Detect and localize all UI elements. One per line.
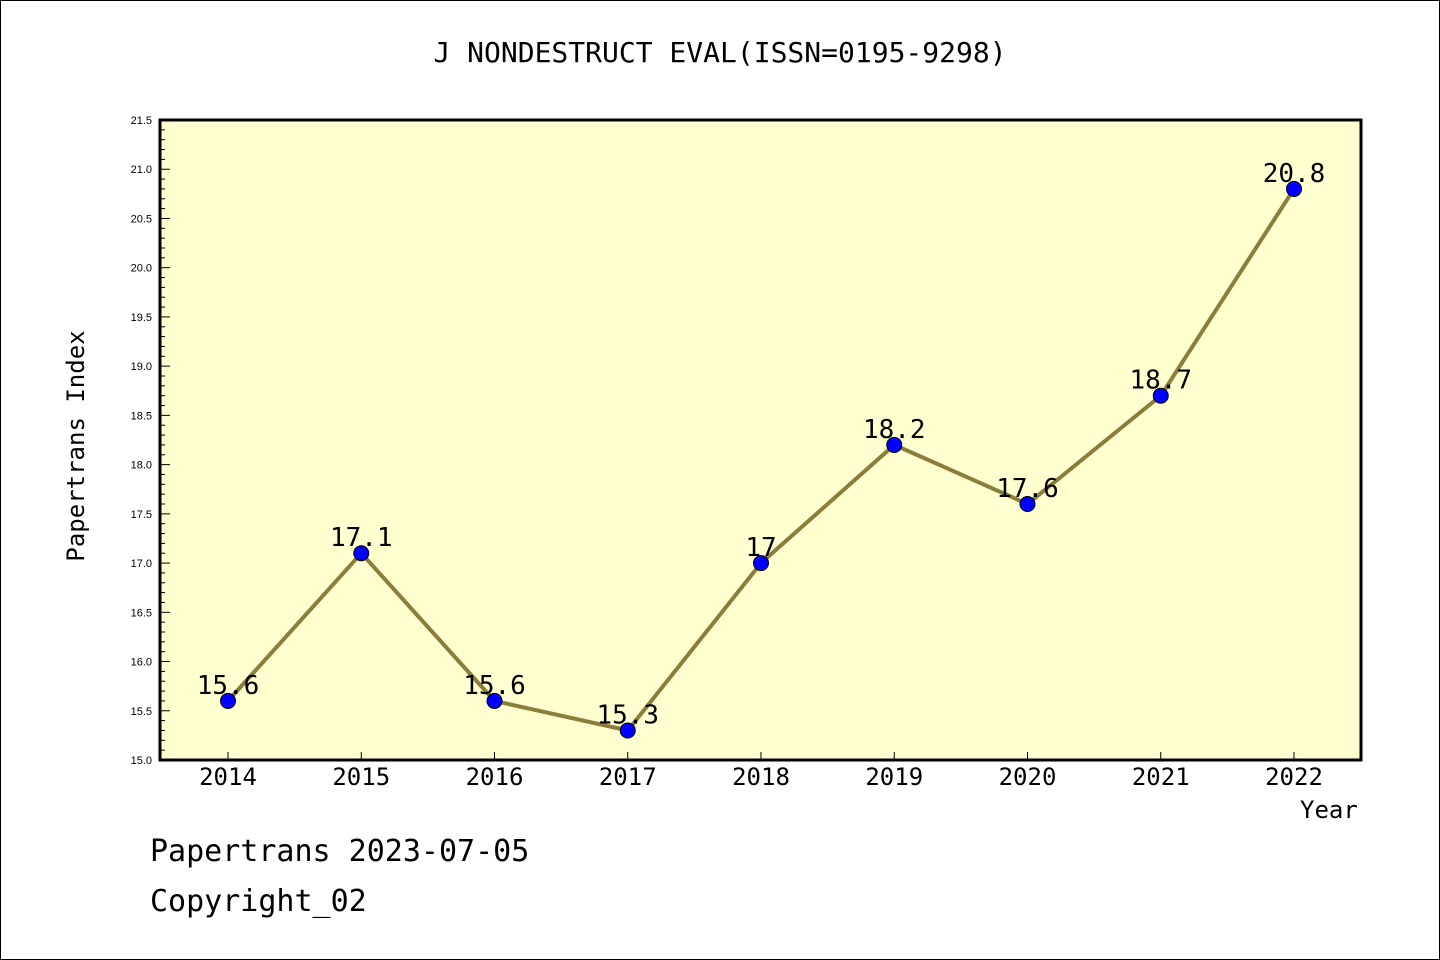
x-tick-label: 2021 (1132, 763, 1190, 791)
chart-title: J NONDESTRUCT EVAL(ISSN=0195-9298) (433, 36, 1007, 69)
data-label: 17 (745, 533, 776, 563)
y-tick-label: 17.0 (131, 558, 152, 570)
x-tick-label: 2018 (732, 763, 790, 791)
y-tick-label: 16.0 (131, 657, 152, 669)
data-point-marker (753, 555, 769, 572)
y-tick-label: 20.5 (131, 213, 152, 225)
data-label: 18.2 (863, 415, 926, 445)
data-point-marker (886, 436, 903, 453)
x-axis-label: Year (1300, 796, 1358, 824)
data-points (220, 180, 1302, 739)
footer-copyright: Copyright_02 (150, 884, 367, 919)
x-tick-label: 2016 (466, 763, 524, 791)
y-tick-label: 21.5 (131, 115, 152, 127)
y-tick-label: 18.5 (131, 410, 152, 422)
x-tick-label: 2020 (999, 763, 1057, 791)
data-label: 17.1 (330, 523, 393, 553)
data-label: 17.6 (996, 474, 1059, 504)
y-tick-label: 20.0 (131, 263, 152, 275)
x-axis-ticks: 2014 2015 2016 2017 2018 2019 2020 2021 2022 (199, 752, 1323, 791)
data-label: 18.7 (1129, 366, 1192, 396)
y-tick-label: 21.0 (131, 164, 152, 176)
plot-area (158, 118, 1363, 762)
y-tick-label: 18.0 (131, 460, 152, 472)
data-label: 15.6 (197, 671, 260, 701)
x-tick-label: 2015 (332, 763, 390, 791)
data-point-marker (1152, 387, 1169, 404)
y-axis-ticks: 15.0 15.5 16.0 16.5 17.0 17.5 18.0 18.5 19.0 19.5… (131, 115, 170, 767)
data-label: 15.3 (596, 700, 659, 730)
data-label: 15.6 (463, 671, 526, 701)
data-point-marker (619, 722, 636, 739)
data-label: 20.8 (1263, 159, 1326, 189)
y-tick-label: 19.0 (131, 361, 152, 373)
x-tick-label: 2019 (865, 763, 923, 791)
data-point-marker (1286, 180, 1302, 197)
data-point-marker (486, 692, 503, 709)
x-tick-label: 2022 (1265, 763, 1323, 791)
y-tick-label: 15.0 (131, 755, 152, 767)
data-point-marker (220, 692, 236, 709)
x-tick-label: 2014 (199, 763, 257, 791)
x-tick-label: 2017 (599, 763, 657, 791)
y-tick-label: 17.5 (131, 509, 152, 521)
y-tick-label: 15.5 (131, 706, 152, 718)
y-tick-label: 19.5 (131, 312, 152, 324)
data-point-marker (353, 545, 370, 562)
data-labels: 15.6 17.1 15.6 15.3 17 18.2 17.6 18.7 20.8 (197, 159, 1326, 731)
data-point-marker (1019, 496, 1036, 512)
footer-date: Papertrans 2023-07-05 (150, 834, 530, 869)
y-tick-label: 16.5 (131, 607, 152, 619)
